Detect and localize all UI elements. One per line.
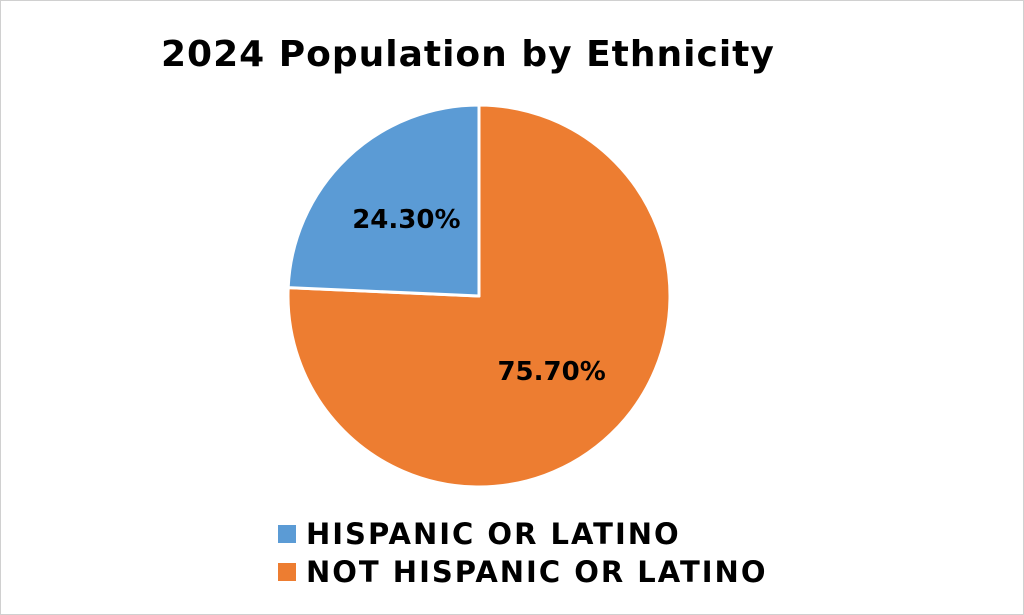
legend-label-hispanic: HISPANIC OR LATINO [306, 517, 681, 551]
pie-slices [286, 103, 672, 489]
pie-slice-hispanic-or-latino [286, 103, 481, 298]
legend: HISPANIC OR LATINO NOT HISPANIC OR LATIN… [278, 515, 767, 591]
data-label-not-hispanic-or-latino: 75.70% [497, 357, 605, 387]
legend-swatch-not-hispanic [278, 563, 296, 581]
legend-item-hispanic: HISPANIC OR LATINO [278, 515, 767, 553]
chart-title: 2024 Population by Ethnicity [161, 34, 775, 75]
legend-swatch-hispanic [278, 525, 296, 543]
legend-label-not-hispanic: NOT HISPANIC OR LATINO [306, 555, 768, 589]
pie-data-labels: 75.70% 24.30% [352, 205, 606, 387]
legend-item-not-hispanic: NOT HISPANIC OR LATINO [278, 553, 767, 591]
data-label-hispanic-or-latino: 24.30% [352, 205, 460, 235]
